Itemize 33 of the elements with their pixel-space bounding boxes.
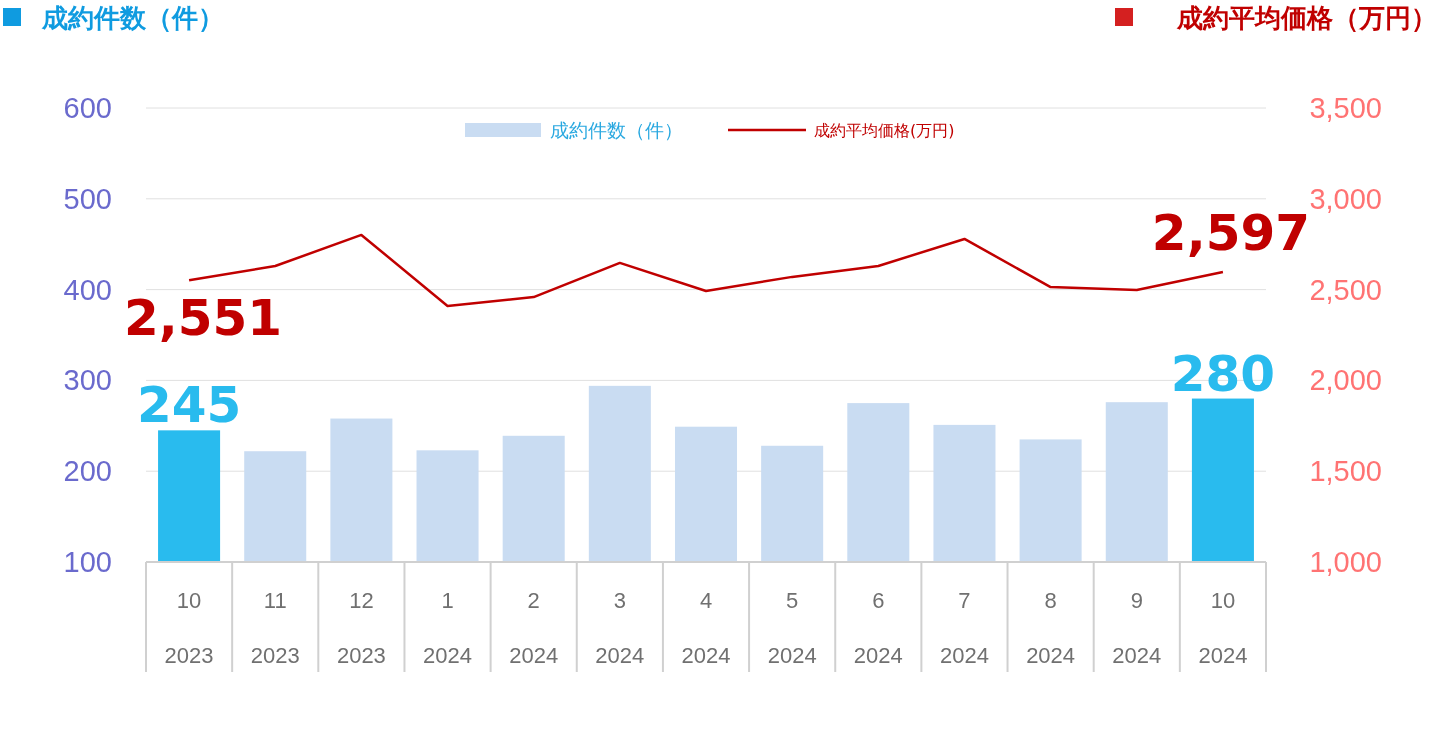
category-label: 7 2024 [939, 588, 989, 668]
category-label: 11 2023 [250, 588, 300, 668]
y-tick-label: 200 [63, 455, 112, 488]
category-label: 9 2024 [1112, 588, 1162, 668]
y-tick-label: 600 [63, 92, 112, 124]
category-label: 4 2024 [681, 588, 731, 668]
y-tick-label: 300 [63, 364, 112, 397]
data-label: 280 [1170, 344, 1276, 403]
data-label: 245 [136, 376, 242, 435]
y-tick-label: 100 [63, 546, 112, 578]
category-label: 10 2023 [164, 588, 214, 668]
category-label: 10 2024 [1198, 588, 1248, 668]
category-label: 2 2024 [509, 588, 559, 668]
category-label: 6 2024 [853, 588, 903, 668]
category-label: 12 2023 [336, 588, 386, 668]
y2-tick-label: 3,000 [1309, 182, 1382, 215]
data-label: 2,551 [124, 289, 283, 348]
legend-label: 成約件数（件） [550, 119, 683, 141]
y2-axis-title: 成約平均価格（万円） [1176, 3, 1437, 33]
category-label: 1 2024 [423, 588, 473, 668]
y2-tick-label: 3,500 [1309, 92, 1382, 124]
y-tick-label: 500 [63, 182, 112, 215]
legend-label: 成約平均価格(万円) [814, 121, 955, 140]
category-label: 3 2024 [595, 588, 645, 668]
data-label: 2,597 [1151, 203, 1310, 262]
y2-tick-label: 2,000 [1309, 364, 1382, 397]
y2-tick-label: 2,500 [1309, 273, 1382, 306]
category-label: 5 2024 [767, 588, 817, 668]
y-tick-label: 400 [63, 273, 112, 306]
category-label: 8 2024 [1026, 588, 1076, 668]
y-axis-title: 成約件数（件） [41, 3, 224, 33]
y2-tick-label: 1,500 [1309, 455, 1382, 488]
y2-tick-label: 1,000 [1309, 546, 1382, 578]
